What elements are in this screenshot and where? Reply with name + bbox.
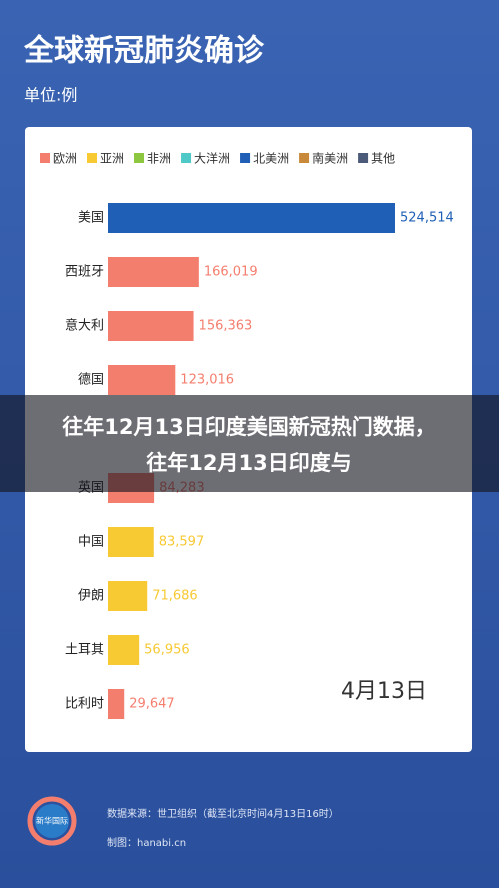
value-label: 166,019 <box>204 265 258 280</box>
legend-swatch <box>299 153 310 163</box>
bar <box>108 527 154 557</box>
date-annotation: 4月13日 <box>341 679 427 704</box>
value-label: 123,016 <box>180 373 234 388</box>
bar <box>108 311 194 341</box>
legend-swatch <box>87 153 98 163</box>
category-label: 西班牙 <box>65 265 104 280</box>
category-label: 伊朗 <box>78 589 104 604</box>
logo <box>35 804 69 838</box>
legend-label: 欧洲 <box>53 152 77 166</box>
category-label: 土耳其 <box>65 643 104 658</box>
title: 全球新冠肺炎确诊 <box>23 34 265 69</box>
bar <box>108 365 176 395</box>
value-label: 156,363 <box>199 319 253 334</box>
logo-text: 新华国际 <box>36 816 68 826</box>
logo-ring <box>27 796 77 846</box>
legend-swatch <box>240 153 251 163</box>
category-label: 比利时 <box>65 697 104 712</box>
category-label: 德国 <box>78 373 104 388</box>
bar <box>108 257 199 287</box>
category-label: 意大利 <box>65 318 104 334</box>
subtitle: 单位:例 <box>24 86 77 105</box>
overlay <box>0 395 499 492</box>
credit: 制图：hanabi.cn <box>107 836 186 849</box>
category-label: 中国 <box>78 535 104 550</box>
legend-label: 其他 <box>371 152 395 166</box>
bar <box>108 635 140 665</box>
legend-swatch <box>181 153 192 163</box>
legend-label: 大洋洲 <box>194 151 230 166</box>
value-label: 83,597 <box>159 535 205 550</box>
bar <box>108 203 395 233</box>
overlay-line: 往年12月13日印度美国新冠热门数据， <box>62 415 435 439</box>
category-label: 美国 <box>78 211 104 226</box>
overlay-line: 往年12月13日印度与 <box>146 451 351 475</box>
legend-label: 南美洲 <box>312 151 348 166</box>
legend-label: 亚洲 <box>100 152 124 166</box>
source: 数据来源：世卫组织（截至北京时间4月13日16时） <box>107 807 339 820</box>
value-label: 524,514 <box>400 211 454 226</box>
bar <box>108 581 148 611</box>
legend-swatch <box>134 153 145 163</box>
legend-label: 北美洲 <box>253 152 289 166</box>
legend-label: 非洲 <box>147 152 171 166</box>
bar <box>108 689 125 719</box>
value-label: 29,647 <box>129 697 175 712</box>
legend-swatch <box>358 153 369 163</box>
value-label: 56,956 <box>144 643 190 658</box>
value-label: 71,686 <box>152 589 198 604</box>
legend-swatch <box>40 153 50 163</box>
